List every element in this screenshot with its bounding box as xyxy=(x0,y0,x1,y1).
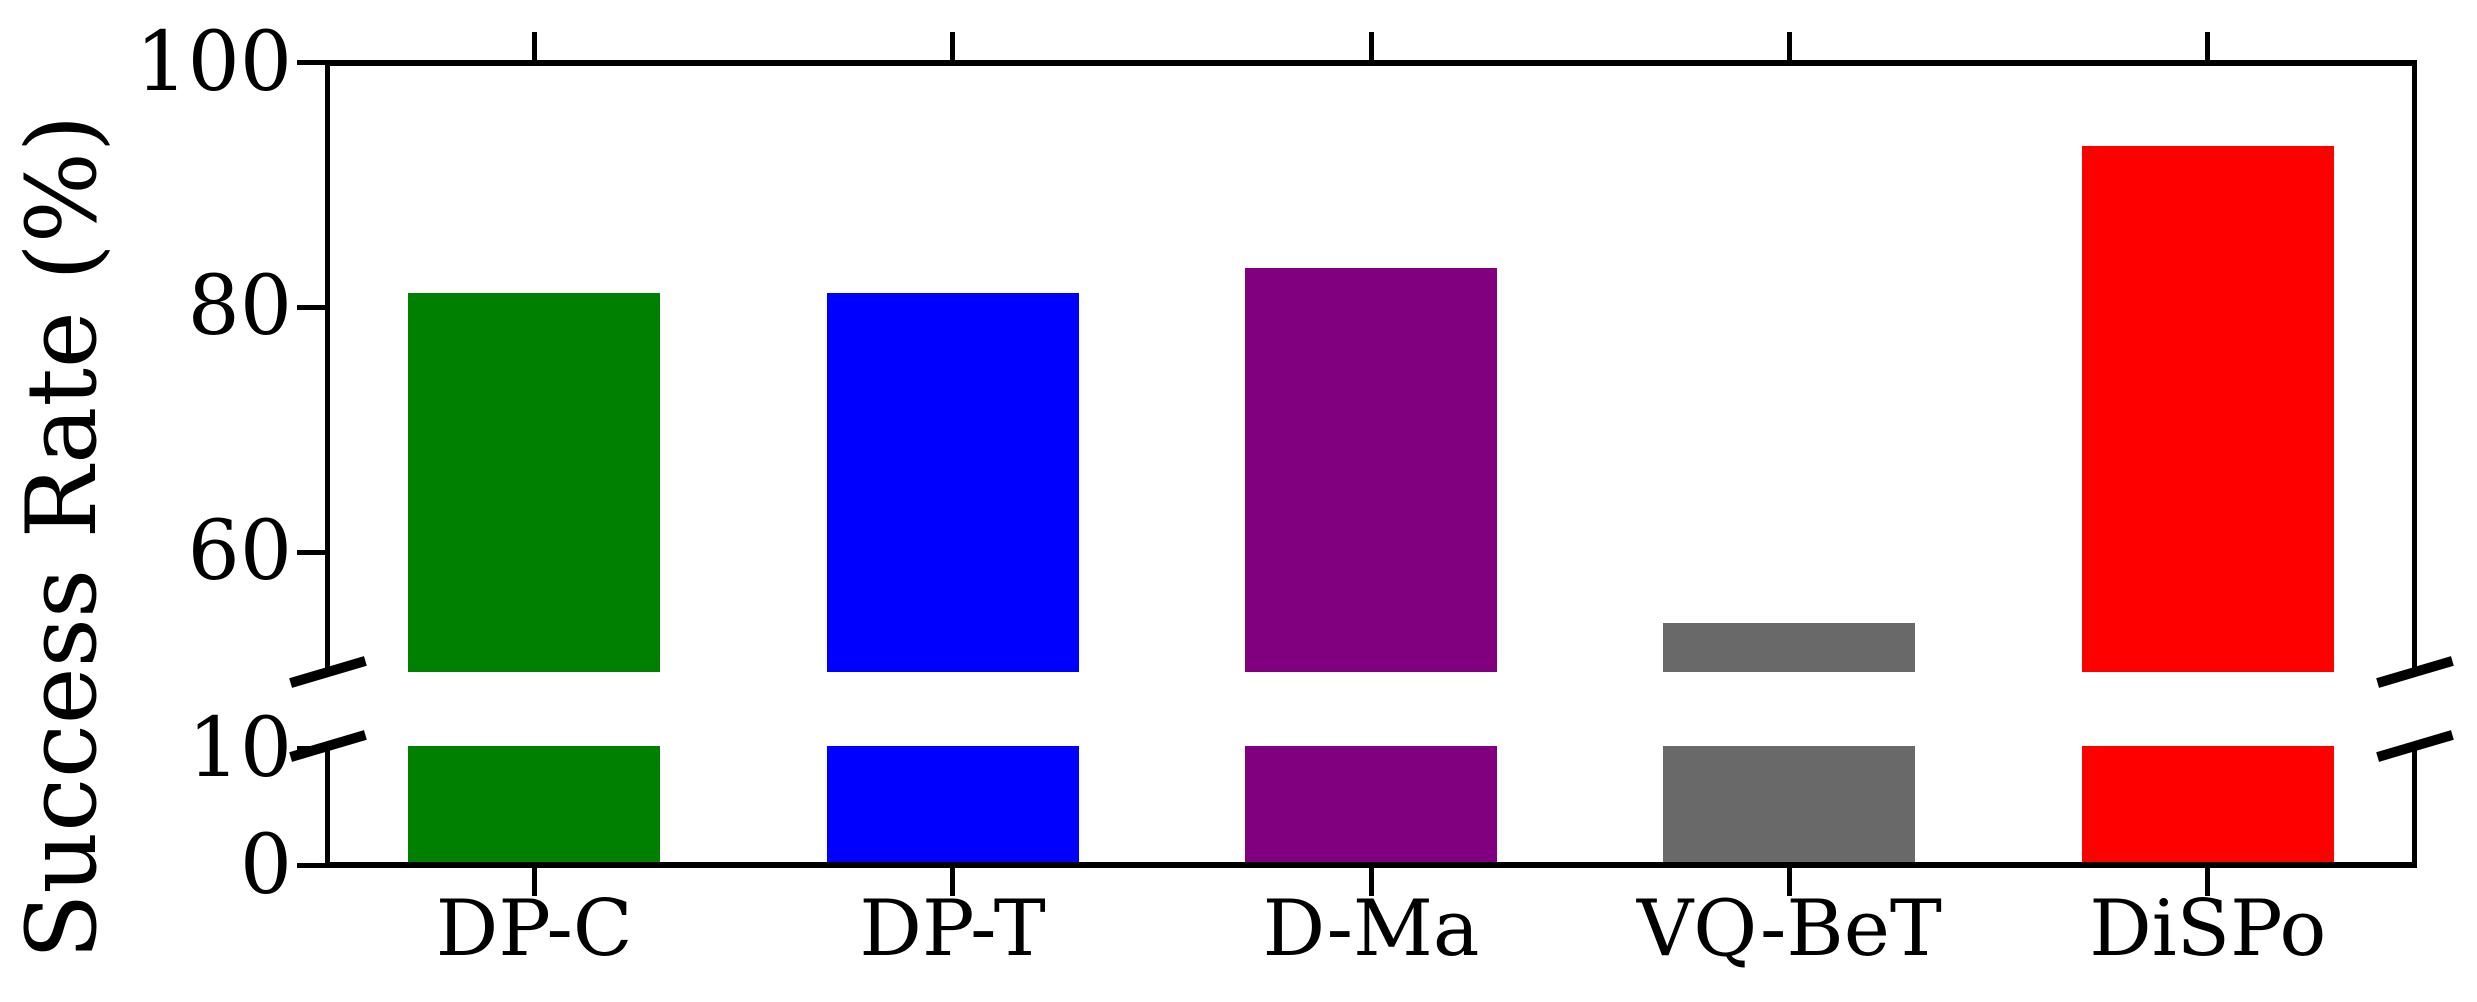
bar-top-segment-DP-T xyxy=(826,292,1079,672)
y-tick-label-60: 60 xyxy=(187,504,292,600)
bar-bottom-segment-DP-C xyxy=(408,746,661,862)
x-tick-mark-bottom-DP-T xyxy=(950,868,956,896)
bottom-axes-panel xyxy=(325,746,2417,868)
x-tick-mark-bottom-DP-C xyxy=(531,868,537,896)
bar-bottom-segment-D-Ma xyxy=(1245,746,1497,862)
bar-top-segment-VQ-BeT xyxy=(1663,623,1916,672)
bar-top-segment-D-Ma xyxy=(1245,268,1497,672)
axis-break-slash-lower-right xyxy=(2375,730,2454,762)
axis-break-slash-upper-left xyxy=(288,656,367,688)
x-tick-mark-bottom-VQ-BeT xyxy=(1786,868,1792,896)
top-axes-panel xyxy=(325,60,2417,672)
y-tick-label-0: 0 xyxy=(239,817,292,913)
bar-top-segment-DP-C xyxy=(408,292,661,672)
bar-bottom-segment-DiSPo xyxy=(2081,746,2334,862)
x-category-label-DiSPo: DiSPo xyxy=(2089,884,2327,974)
x-tick-mark-bottom-D-Ma xyxy=(1368,868,1374,896)
y-tick-label-100: 100 xyxy=(135,14,292,110)
y-tick-mark-top-100 xyxy=(297,60,325,65)
x-tick-mark-top-DP-C xyxy=(531,32,537,60)
y-tick-mark-bottom-0 xyxy=(297,863,325,868)
bar-bottom-segment-VQ-BeT xyxy=(1663,746,1916,862)
x-tick-mark-top-D-Ma xyxy=(1368,32,1374,60)
x-category-label-DP-C: DP-C xyxy=(435,884,633,974)
x-category-label-D-Ma: D-Ma xyxy=(1262,884,1480,974)
x-category-label-DP-T: DP-T xyxy=(859,884,1046,974)
x-tick-mark-top-DiSPo xyxy=(2205,32,2211,60)
axis-break-slash-upper-right xyxy=(2375,656,2454,688)
y-tick-label-10: 10 xyxy=(187,700,292,796)
y-tick-mark-top-60 xyxy=(297,549,325,555)
x-tick-mark-bottom-DiSPo xyxy=(2205,868,2211,896)
bar-bottom-segment-DP-T xyxy=(826,746,1079,862)
y-tick-mark-top-80 xyxy=(297,304,325,310)
bar-top-segment-DiSPo xyxy=(2081,145,2334,672)
y-tick-label-80: 80 xyxy=(187,259,292,355)
x-category-label-VQ-BeT: VQ-BeT xyxy=(1636,884,1942,974)
x-tick-mark-top-DP-T xyxy=(950,32,956,60)
x-tick-mark-top-VQ-BeT xyxy=(1786,32,1792,60)
